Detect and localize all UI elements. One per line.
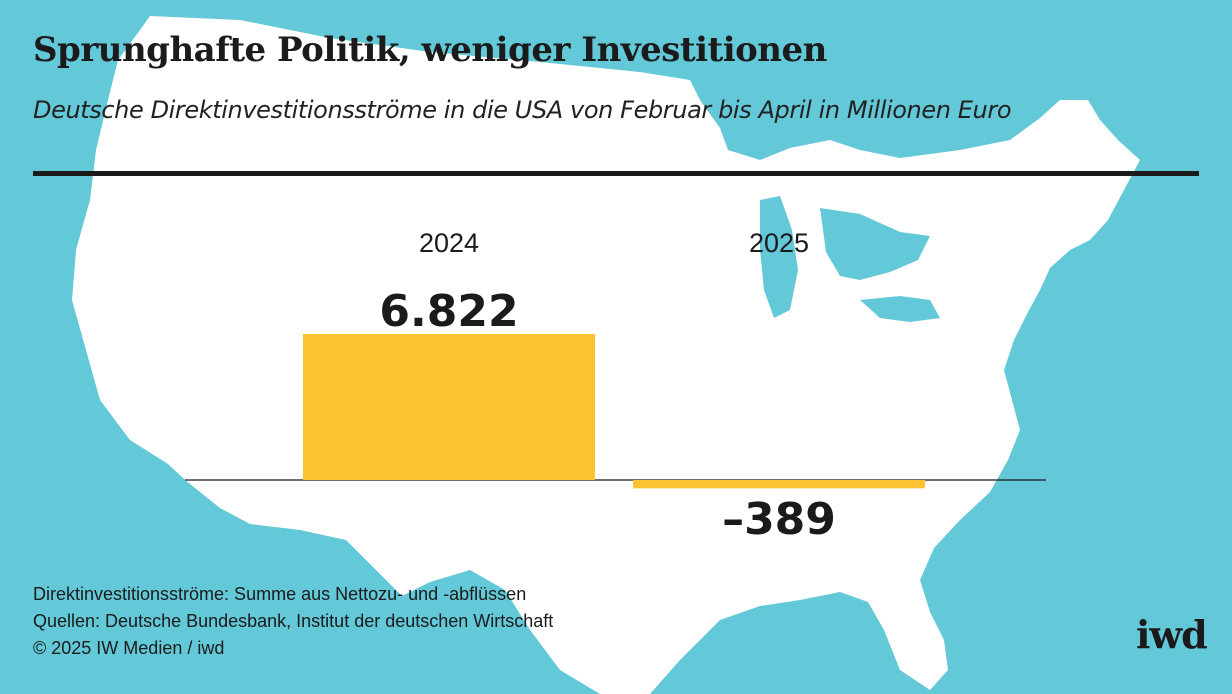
category-label-2025: 2025 xyxy=(749,228,809,258)
bar-2025 xyxy=(633,480,925,489)
footer-copyright: © 2025 IW Medien / iwd xyxy=(33,638,225,658)
category-label-2024: 2024 xyxy=(419,228,479,258)
iwd-logo: iwd xyxy=(1136,612,1208,657)
bar-2024 xyxy=(303,334,595,480)
chart-subtitle: Deutsche Direktinvestitionsströme in die… xyxy=(33,96,1012,124)
footer-note: Direktinvestitionsströme: Summe aus Nett… xyxy=(33,584,527,604)
title-rule xyxy=(33,171,1199,176)
value-label-2024: 6.822 xyxy=(379,286,518,337)
chart-title: Sprunghafte Politik, weniger Investition… xyxy=(33,30,827,70)
footer: Direktinvestitionsströme: Summe aus Nett… xyxy=(33,581,553,662)
footer-sources: Quellen: Deutsche Bundesbank, Institut d… xyxy=(33,611,554,631)
value-label-2025: –389 xyxy=(722,494,836,545)
